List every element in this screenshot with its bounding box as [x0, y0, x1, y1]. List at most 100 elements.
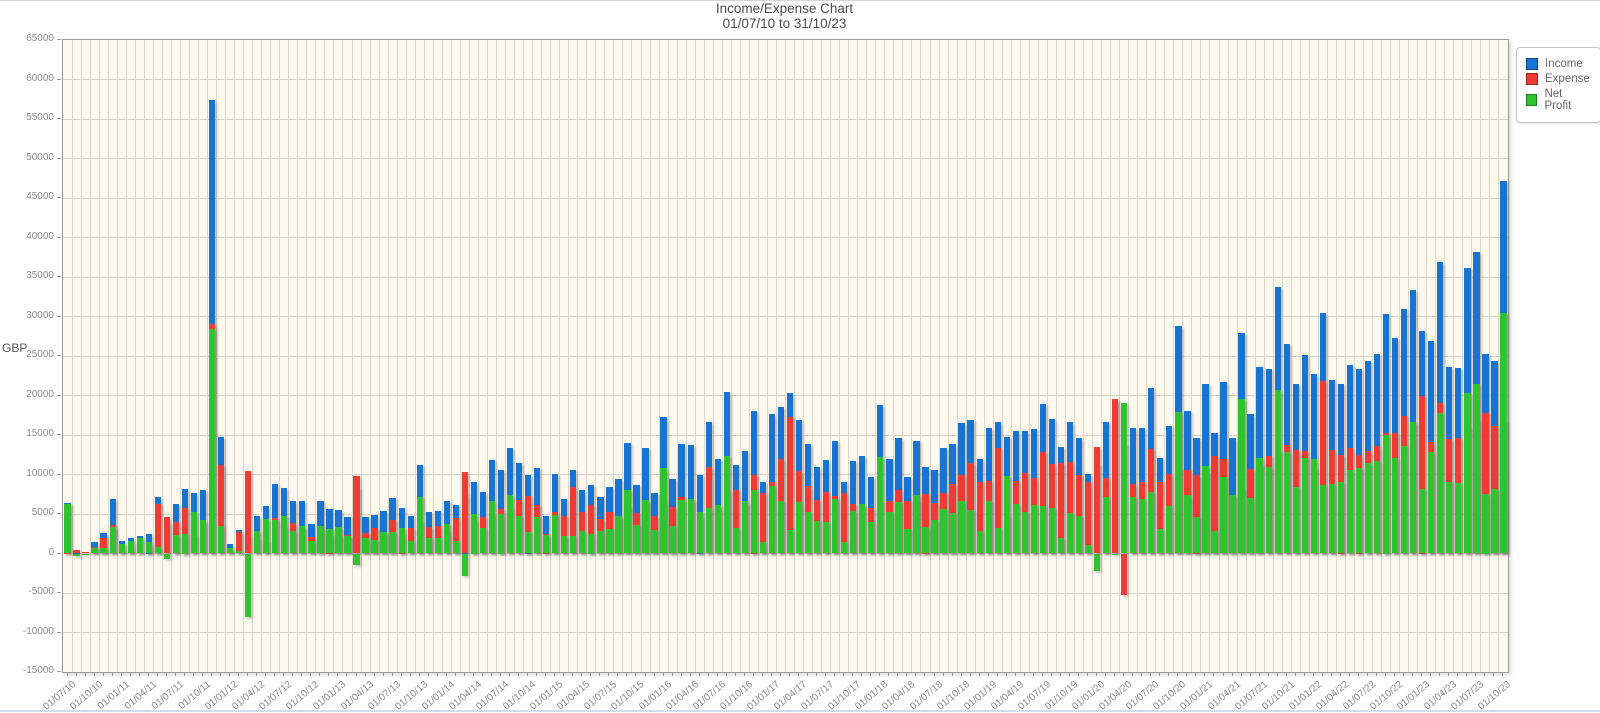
bar-netprofit[interactable] [976, 531, 983, 554]
bar-expense[interactable] [1039, 451, 1047, 554]
bar-netprofit[interactable] [1238, 399, 1245, 554]
bar-expense[interactable] [1066, 461, 1074, 554]
bar-netprofit[interactable] [1030, 505, 1037, 554]
bar-netprofit[interactable] [452, 540, 459, 554]
bar-expense[interactable] [1482, 412, 1489, 554]
bar-netprofit[interactable] [1256, 457, 1263, 554]
bar-netprofit[interactable] [597, 531, 604, 554]
bar-netprofit[interactable] [425, 538, 432, 554]
bar-expense[interactable] [1121, 553, 1128, 595]
bar-netprofit[interactable] [199, 519, 207, 554]
bar-netprofit[interactable] [1157, 529, 1164, 554]
bar-netprofit[interactable] [777, 500, 785, 554]
bar-netprofit[interactable] [353, 553, 360, 566]
bar-expense[interactable] [561, 516, 568, 554]
bar-expense[interactable] [1084, 482, 1092, 554]
bar-netprofit[interactable] [732, 528, 739, 554]
bar-netprofit[interactable] [479, 528, 487, 554]
bar-netprofit[interactable] [226, 547, 234, 554]
bar-netprofit[interactable] [181, 533, 189, 554]
bar-netprofit[interactable] [868, 521, 875, 554]
bar-netprofit[interactable] [1102, 497, 1110, 554]
bar-netprofit[interactable] [696, 511, 703, 554]
bar-netprofit[interactable] [1310, 459, 1317, 554]
bar-netprofit[interactable] [1355, 468, 1363, 554]
bar-expense[interactable] [524, 495, 532, 554]
bar-expense[interactable] [1093, 446, 1101, 554]
bar-netprofit[interactable] [1166, 506, 1173, 554]
bar-netprofit[interactable] [1283, 452, 1290, 554]
bar-netprofit[interactable] [1039, 506, 1047, 554]
bar-netprofit[interactable] [877, 457, 884, 554]
bar-expense[interactable] [163, 517, 170, 554]
bar-netprofit[interactable] [1328, 483, 1336, 554]
bar-netprofit[interactable] [1229, 495, 1236, 554]
bar-expense[interactable] [244, 471, 252, 554]
bar-netprofit[interactable] [208, 329, 216, 554]
bar-netprofit[interactable] [1491, 488, 1498, 554]
bar-netprofit[interactable] [470, 514, 478, 554]
bar-expense[interactable] [732, 490, 739, 554]
bar-netprofit[interactable] [136, 538, 143, 554]
bar-expense[interactable] [353, 476, 360, 554]
bar-netprofit[interactable] [1012, 503, 1019, 554]
bar-netprofit[interactable] [678, 499, 685, 554]
bar-netprofit[interactable] [1084, 544, 1092, 554]
bar-netprofit[interactable] [669, 525, 676, 554]
bar-netprofit[interactable] [1437, 412, 1444, 554]
bar-netprofit[interactable] [886, 511, 893, 554]
bar-netprofit[interactable] [1292, 487, 1299, 554]
bar-expense[interactable] [588, 504, 595, 554]
bar-netprofit[interactable] [100, 547, 107, 554]
bar-expense[interactable] [154, 503, 161, 554]
bar-expense[interactable] [904, 501, 911, 554]
bar-netprofit[interactable] [1382, 435, 1390, 554]
bar-netprofit[interactable] [750, 489, 758, 554]
bar-netprofit[interactable] [1391, 457, 1399, 554]
bar-netprofit[interactable] [895, 502, 902, 554]
bar-netprofit[interactable] [931, 520, 938, 554]
bar-expense[interactable] [967, 463, 974, 554]
bar-netprofit[interactable] [1211, 530, 1218, 554]
bar-netprofit[interactable] [1319, 484, 1326, 554]
bar-netprofit[interactable] [371, 540, 378, 554]
bar-netprofit[interactable] [443, 524, 450, 554]
bar-netprofit[interactable] [1066, 513, 1074, 554]
bar-expense[interactable] [1075, 475, 1083, 554]
bar-netprofit[interactable] [922, 526, 929, 554]
bar-netprofit[interactable] [804, 511, 812, 554]
bar-netprofit[interactable] [380, 532, 387, 554]
bar-netprofit[interactable] [335, 527, 342, 554]
bar-expense[interactable] [407, 528, 414, 554]
bar-netprofit[interactable] [985, 500, 992, 554]
bar-expense[interactable] [786, 416, 794, 554]
bar-netprofit[interactable] [759, 542, 767, 554]
bar-netprofit[interactable] [949, 513, 956, 554]
bar-expense[interactable] [181, 508, 189, 554]
bar-netprofit[interactable] [561, 536, 568, 554]
bar-netprofit[interactable] [82, 553, 89, 555]
bar-netprofit[interactable] [786, 529, 794, 554]
bar-netprofit[interactable] [235, 551, 243, 554]
bar-netprofit[interactable] [904, 529, 911, 554]
bar-expense[interactable] [1193, 474, 1200, 554]
bar-expense[interactable] [100, 538, 107, 554]
bar-expense[interactable] [1211, 456, 1218, 554]
bar-netprofit[interactable] [822, 521, 830, 554]
bar-netprofit[interactable] [1130, 497, 1137, 554]
bar-netprofit[interactable] [506, 495, 514, 554]
bar-expense[interactable] [82, 551, 89, 554]
bar-netprofit[interactable] [389, 532, 396, 554]
bar-netprofit[interactable] [1121, 402, 1128, 554]
bar-netprofit[interactable] [795, 502, 803, 554]
bar-expense[interactable] [841, 493, 848, 554]
bar-netprofit[interactable] [515, 516, 523, 554]
bar-netprofit[interactable] [1021, 511, 1028, 554]
bar-netprofit[interactable] [407, 540, 414, 554]
bar-netprofit[interactable] [768, 485, 776, 554]
bar-netprofit[interactable] [1446, 481, 1453, 554]
bar-netprofit[interactable] [263, 518, 270, 554]
bar-netprofit[interactable] [913, 495, 920, 554]
bar-expense[interactable] [461, 472, 469, 554]
bar-netprofit[interactable] [1373, 461, 1381, 554]
